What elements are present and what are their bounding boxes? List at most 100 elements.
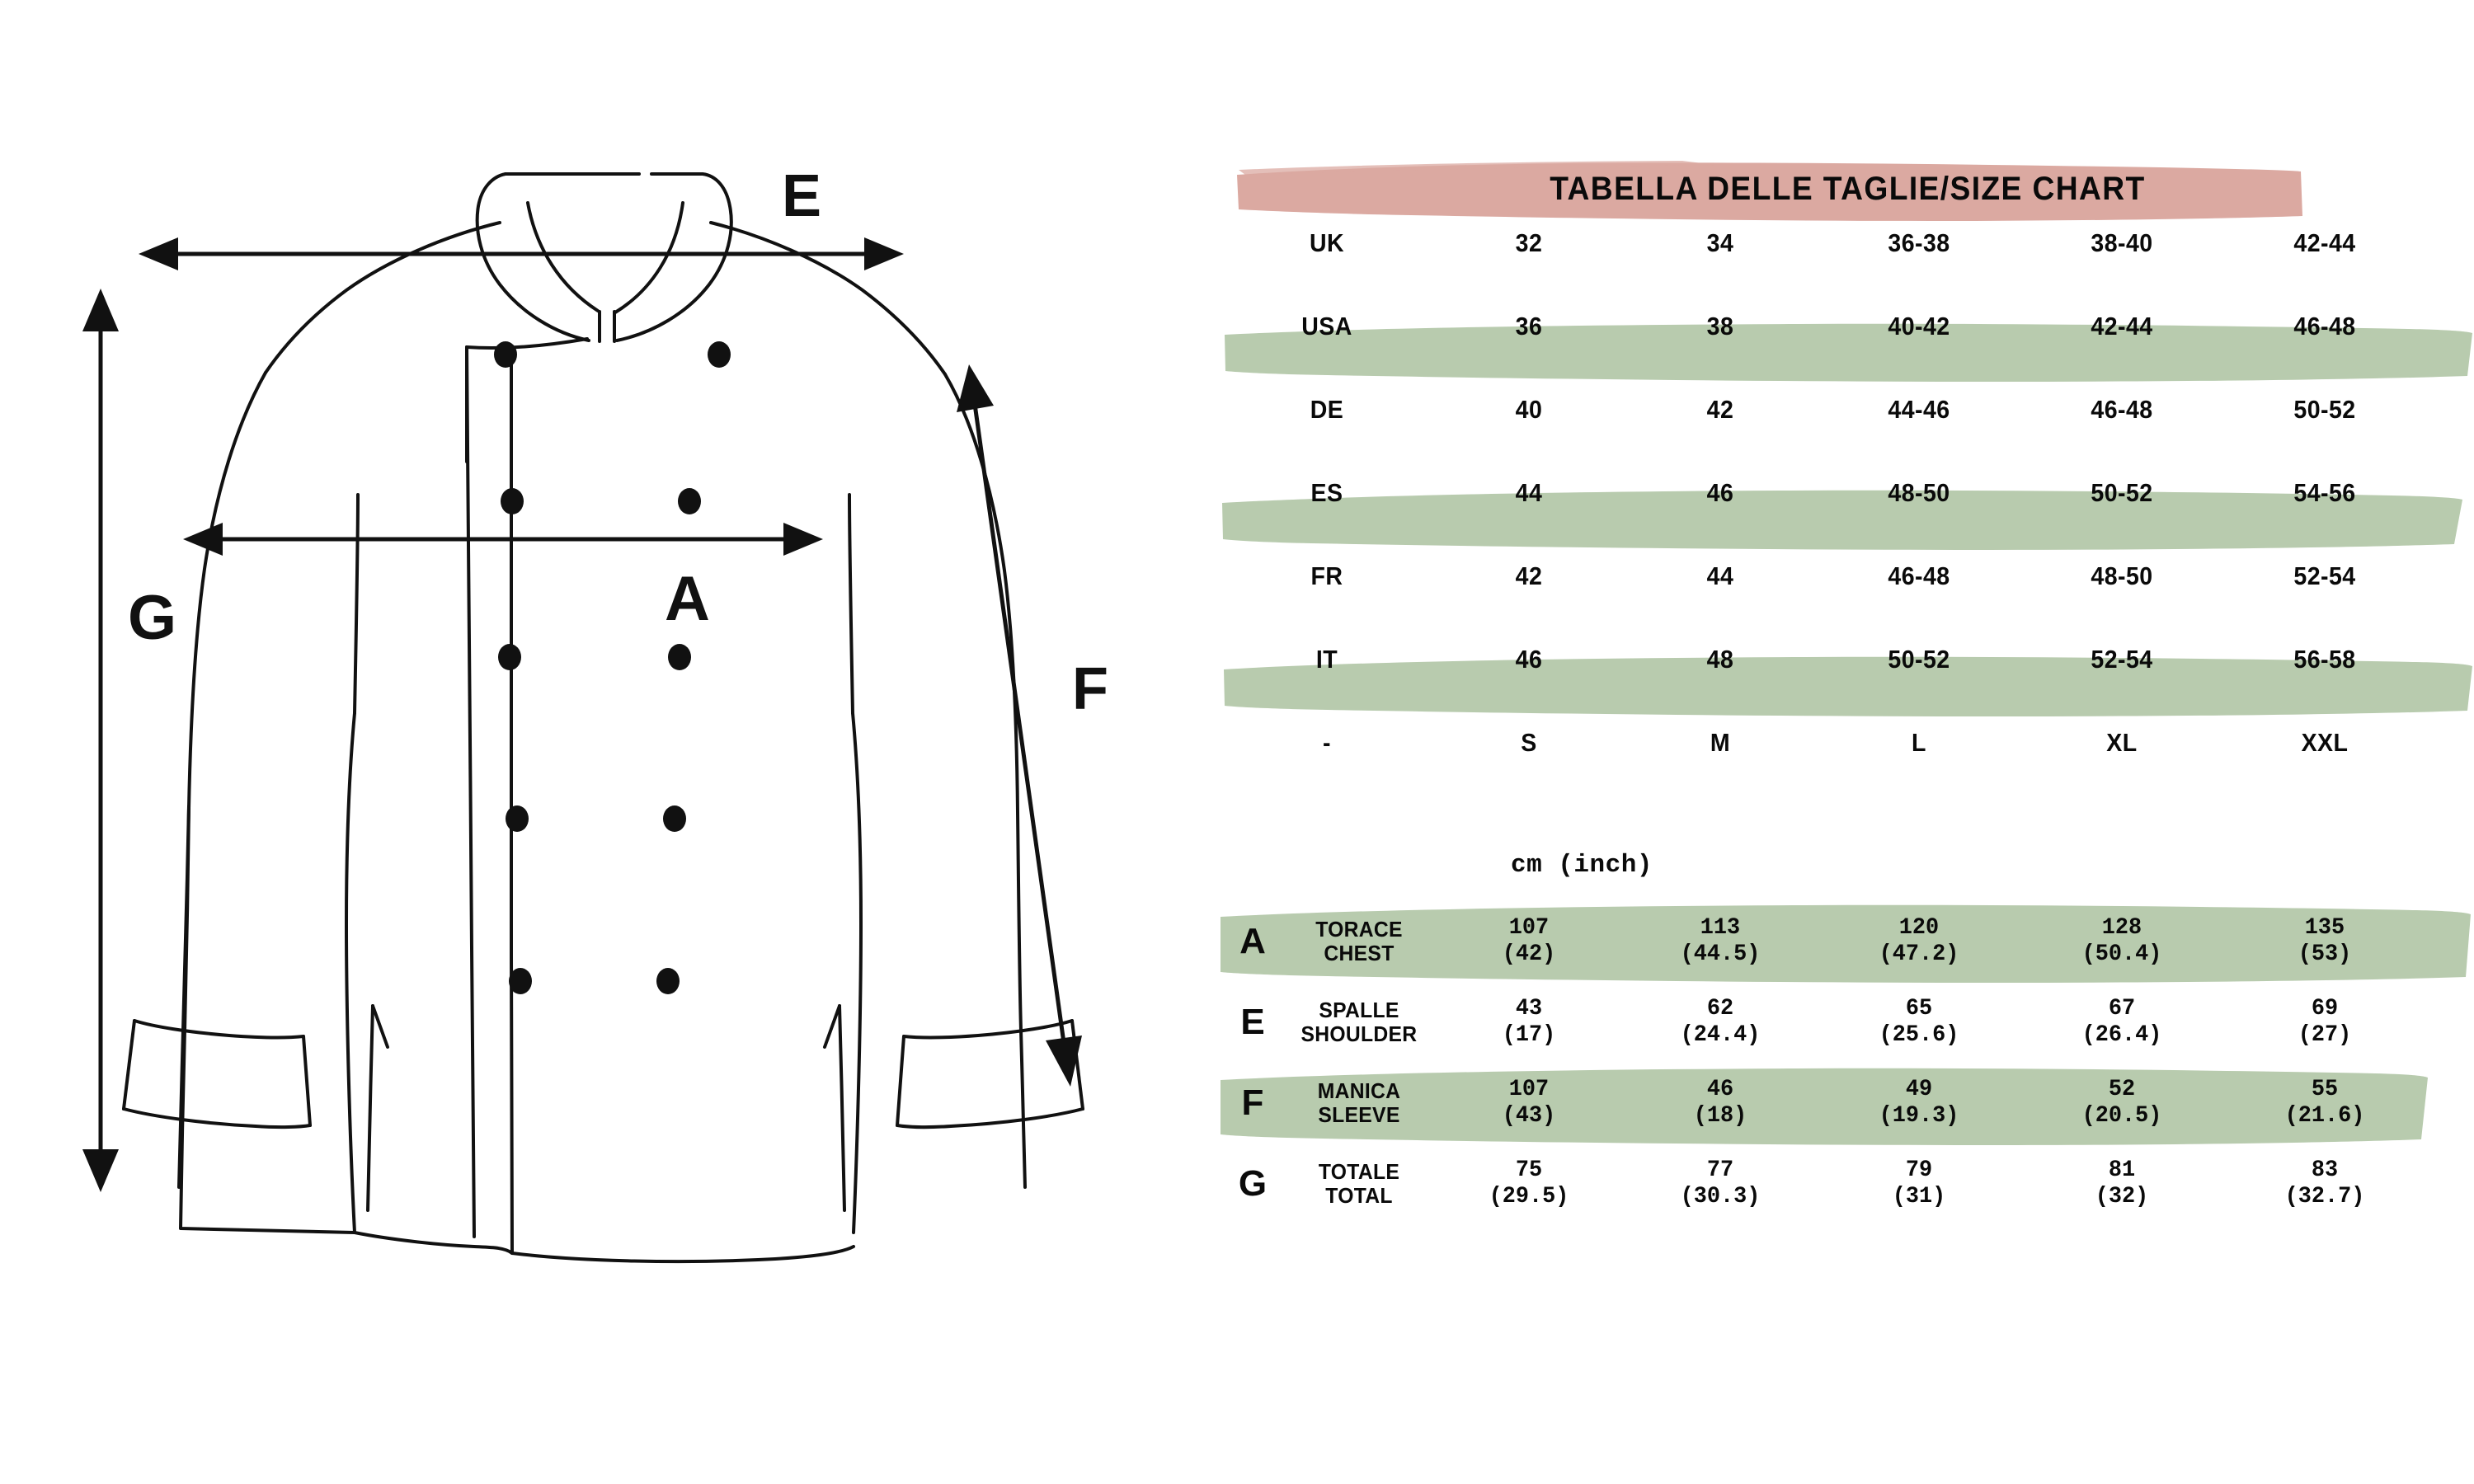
label-total-G: G — [128, 583, 176, 653]
sleeve-right-back-edge — [1019, 1029, 1027, 1189]
measurement-row-total: G TOTALE TOTAL 75 (29.5) 77 (30.3) 79 (3… — [1221, 1153, 2474, 1214]
cell-fr-xxl: 52-54 — [2293, 561, 2356, 590]
measurement-shoulder-s: 43 (17) — [1437, 996, 1621, 1049]
measurement-sleeve-s: 107 (43) — [1437, 1077, 1621, 1129]
value-cm: 79 — [1905, 1157, 1933, 1183]
cuff-right-bottom — [896, 1107, 1084, 1129]
sleeve-left-front-edge — [345, 711, 356, 1234]
measurement-row-shoulder: E SPALLE SHOULDER 43 (17) 62 (24.4) 65 (… — [1221, 992, 2474, 1053]
measurement-key-g: G — [1238, 1163, 1268, 1204]
sleeve-left-back-edge — [177, 805, 190, 1189]
units-caption-row: cm (inch) — [1221, 851, 2474, 880]
arrow-sleeve-line — [972, 403, 1066, 1044]
value-inch: (32.7) — [2284, 1184, 2365, 1209]
arrow-chest-head-right — [783, 523, 823, 556]
measurement-key-e: E — [1240, 1002, 1265, 1042]
button — [494, 341, 517, 368]
value-inch: (29.5) — [1489, 1184, 1569, 1209]
measurement-name-it: SPALLE — [1319, 997, 1399, 1022]
arrow-chest-head-left — [183, 523, 223, 556]
measurement-key-f: F — [1241, 1082, 1264, 1123]
label-sleeve-F: F — [1072, 656, 1108, 722]
value-inch: (43) — [1502, 1103, 1556, 1129]
value-cm: 46 — [1706, 1076, 1734, 1102]
measurement-shoulder-m: 62 (24.4) — [1629, 996, 1813, 1049]
value-inch: (19.3) — [1879, 1103, 1959, 1129]
front-yoke-curve — [465, 337, 589, 350]
measurement-chest-s: 107 (42) — [1437, 915, 1621, 968]
measurement-name-total: TOTALE TOTAL — [1289, 1159, 1430, 1208]
row-label-de: DE — [1310, 395, 1344, 424]
value-inch: (17) — [1502, 1022, 1556, 1048]
button — [501, 488, 524, 514]
cell-de-xl: 46-48 — [2091, 395, 2153, 424]
cell-it-xxl: 56-58 — [2293, 645, 2356, 674]
cuff-right-top — [902, 1019, 1074, 1040]
shoulder-left-seam — [264, 221, 501, 374]
value-inch: (26.4) — [2081, 1022, 2162, 1048]
measurement-total-xxl: 83 (32.7) — [2226, 1158, 2424, 1210]
measurement-name-en: CHEST — [1324, 941, 1395, 965]
cell-de-s: 40 — [1515, 395, 1543, 424]
label-chest-A: A — [665, 564, 710, 634]
table-row-de: DE 40 42 44-46 46-48 50-52 — [1221, 389, 2474, 430]
collar-right-outer — [615, 172, 733, 342]
cuff-right-inner — [896, 1035, 905, 1127]
row-label-it: IT — [1315, 645, 1338, 674]
value-cm: 75 — [1515, 1157, 1543, 1183]
cell-es-s: 44 — [1515, 478, 1543, 507]
value-cm: 107 — [1508, 1076, 1550, 1102]
measurement-name-shoulder: SPALLE SHOULDER — [1289, 998, 1430, 1046]
body-hem-left — [353, 1231, 514, 1255]
value-inch: (24.4) — [1680, 1022, 1761, 1048]
body-left-hem-seam — [179, 1029, 356, 1234]
cell-usa-xxl: 46-48 — [2293, 312, 2356, 340]
table-row-letter-sizes: - S M L XL XXL — [1221, 722, 2474, 763]
value-cm: 107 — [1508, 914, 1550, 941]
armhole-right — [848, 493, 854, 715]
cell-de-m: 42 — [1706, 395, 1734, 424]
cell-usa-m: 38 — [1706, 312, 1734, 340]
value-inch: (21.6) — [2284, 1103, 2365, 1129]
collar-left-outer — [475, 172, 590, 342]
measurement-row-chest: A TORACE CHEST 107 (42) 113 (44.5) 120 (… — [1221, 911, 2474, 972]
value-cm: 62 — [1706, 995, 1734, 1021]
cuff-left-outer — [122, 1019, 136, 1111]
cell-it-l: 50-52 — [1888, 645, 1950, 674]
cell-it-m: 48 — [1706, 645, 1734, 674]
table-row-es: ES 44 46 48-50 50-52 54-56 — [1221, 472, 2474, 514]
measurement-shoulder-xxl: 69 (27) — [2226, 996, 2424, 1049]
measurement-sleeve-xxl: 55 (21.6) — [2226, 1077, 2424, 1129]
measurement-total-xl: 81 (32) — [2026, 1158, 2218, 1210]
value-inch: (31) — [1892, 1184, 1946, 1209]
cell-usa-s: 36 — [1515, 312, 1543, 340]
value-inch: (18) — [1693, 1103, 1747, 1129]
cell-uk-m: 34 — [1706, 228, 1734, 257]
cell-uk-s: 32 — [1515, 228, 1543, 257]
button — [668, 644, 691, 670]
cell-uk-xl: 38-40 — [2091, 228, 2153, 257]
value-cm: 67 — [2108, 995, 2136, 1021]
cuff-right-outer — [1070, 1019, 1084, 1111]
measurement-name-it: TORACE — [1315, 916, 1403, 942]
row-label-fr: FR — [1310, 561, 1343, 590]
cell-fr-s: 42 — [1515, 561, 1543, 590]
arrow-sleeve-head-bottom — [1046, 1036, 1082, 1087]
row-label-es: ES — [1310, 478, 1343, 507]
measurement-shoulder-l: 65 (25.6) — [1820, 996, 2018, 1049]
cell-fr-xl: 48-50 — [2091, 561, 2153, 590]
table-row-fr: FR 42 44 46-48 48-50 52-54 — [1221, 556, 2474, 597]
value-inch: (50.4) — [2081, 942, 2162, 967]
value-cm: 135 — [2304, 914, 2345, 941]
table-row-it: IT 46 48 50-52 52-54 56-58 — [1221, 639, 2474, 680]
measurements-table: A TORACE CHEST 107 (42) 113 (44.5) 120 (… — [1221, 911, 2474, 1234]
vent-left-edge — [366, 1004, 374, 1212]
measurement-total-m: 77 (30.3) — [1629, 1158, 1813, 1210]
measurement-shoulder-xl: 67 (26.4) — [2026, 996, 2218, 1049]
value-inch: (25.6) — [1879, 1022, 1959, 1048]
cuff-left-inner — [302, 1035, 312, 1127]
cell-de-l: 44-46 — [1888, 395, 1950, 424]
value-inch: (27) — [2298, 1022, 2352, 1048]
cuff-left-top — [133, 1019, 305, 1040]
measurement-arrows — [82, 237, 1082, 1192]
